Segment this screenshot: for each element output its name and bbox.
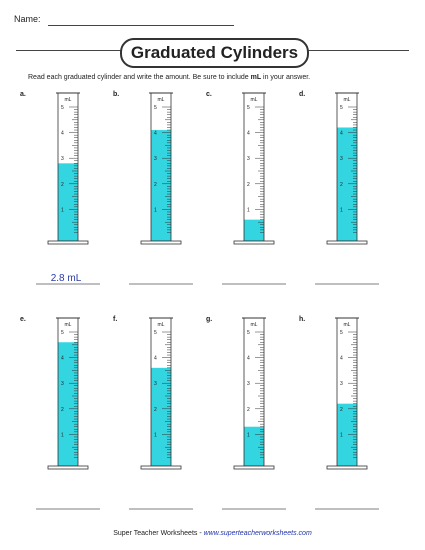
liquid bbox=[244, 426, 264, 466]
scale-label: 2 bbox=[61, 407, 64, 413]
liquid bbox=[151, 130, 171, 241]
name-answer-line[interactable] bbox=[48, 25, 234, 26]
scale-label: 4 bbox=[247, 356, 250, 362]
scale-label: 3 bbox=[61, 156, 64, 162]
scale-label: 1 bbox=[61, 207, 64, 213]
cylinder-base bbox=[140, 465, 182, 470]
scale-label: 1 bbox=[61, 432, 64, 438]
scale-label: 1 bbox=[247, 207, 250, 213]
scale-label: 5 bbox=[61, 330, 64, 336]
scale-label: 5 bbox=[247, 330, 250, 336]
scale-label: 5 bbox=[61, 105, 64, 111]
cylinder-5: e. mL5 4 3 2 1 bbox=[20, 316, 100, 510]
cylinder-letter: c. bbox=[206, 91, 212, 98]
tube-outline bbox=[243, 92, 265, 242]
scale-label: 2 bbox=[154, 407, 157, 413]
title-banner: Graduated Cylinders bbox=[120, 38, 309, 68]
liquid bbox=[151, 367, 171, 466]
cylinder-2: b. mL5 4 3 2 1 bbox=[113, 91, 193, 285]
cylinder-base bbox=[140, 240, 182, 245]
scale-label: 4 bbox=[154, 131, 157, 137]
scale-label: 3 bbox=[247, 156, 250, 162]
answer-text: 2.8 mL bbox=[51, 273, 82, 284]
scale-label: 4 bbox=[247, 131, 250, 137]
liquid bbox=[244, 219, 264, 241]
scale-label: 4 bbox=[61, 131, 64, 137]
scale-label: 4 bbox=[154, 356, 157, 362]
scale-label: 2 bbox=[61, 182, 64, 188]
scale-label: 4 bbox=[61, 356, 64, 362]
scale-label: 4 bbox=[340, 131, 343, 137]
cylinder-base bbox=[326, 240, 368, 245]
instructions-text-end: in your answer. bbox=[261, 74, 311, 81]
unit-label: mL bbox=[158, 97, 165, 103]
footer: Super Teacher Worksheets - www.superteac… bbox=[0, 530, 425, 537]
unit-label: mL bbox=[344, 97, 351, 103]
scale-label: 1 bbox=[247, 432, 250, 438]
unit-label: mL bbox=[65, 97, 72, 103]
cylinder-letter: b. bbox=[113, 91, 119, 98]
scale-label: 3 bbox=[154, 156, 157, 162]
cylinder-base bbox=[233, 240, 275, 245]
instructions: Read each graduated cylinder and write t… bbox=[28, 74, 310, 81]
cylinder-4: d. mL5 4 3 2 1 bbox=[299, 91, 379, 285]
scale-label: 2 bbox=[340, 407, 343, 413]
cylinder-letter: a. bbox=[20, 91, 26, 98]
scale-label: 2 bbox=[247, 182, 250, 188]
unit-label: mL bbox=[251, 322, 258, 328]
cylinder-1: a. mL5 4 3 2 1 2.8 mL bbox=[20, 91, 100, 285]
scale-label: 5 bbox=[154, 330, 157, 336]
instructions-text: Read each graduated cylinder and write t… bbox=[28, 74, 251, 81]
scale-label: 3 bbox=[154, 381, 157, 387]
liquid bbox=[58, 342, 78, 466]
unit-label: mL bbox=[251, 97, 258, 103]
scale-label: 1 bbox=[154, 207, 157, 213]
instructions-unit: mL bbox=[250, 74, 262, 81]
cylinder-letter: h. bbox=[299, 316, 305, 323]
cylinder-letter: d. bbox=[299, 91, 305, 98]
cylinder-letter: e. bbox=[20, 316, 26, 323]
cylinder-3: c. mL5 4 3 2 1 bbox=[206, 91, 286, 285]
scale-label: 3 bbox=[340, 381, 343, 387]
cylinder-8: h. mL5 4 3 2 1 bbox=[299, 316, 379, 510]
cylinder-letter: f. bbox=[113, 316, 117, 323]
footer-link[interactable]: www.superteacherworksheets.com bbox=[203, 530, 312, 537]
liquid bbox=[58, 163, 78, 241]
scale-label: 3 bbox=[247, 381, 250, 387]
scale-label: 5 bbox=[247, 105, 250, 111]
cylinder-letter: g. bbox=[206, 316, 212, 323]
scale-label: 3 bbox=[61, 381, 64, 387]
scale-label: 4 bbox=[340, 356, 343, 362]
scale-label: 5 bbox=[340, 105, 343, 111]
cylinder-base bbox=[47, 465, 89, 470]
scale-label: 5 bbox=[340, 330, 343, 336]
scale-label: 5 bbox=[154, 105, 157, 111]
page-title: Graduated Cylinders bbox=[130, 43, 299, 62]
cylinder-base bbox=[326, 465, 368, 470]
scale-label: 1 bbox=[340, 207, 343, 213]
name-label: Name: bbox=[14, 14, 41, 24]
scale-label: 2 bbox=[247, 407, 250, 413]
cylinder-6: f. mL5 4 3 2 1 bbox=[113, 316, 193, 510]
unit-label: mL bbox=[158, 322, 165, 328]
scale-label: 3 bbox=[340, 156, 343, 162]
scale-label: 1 bbox=[340, 432, 343, 438]
unit-label: mL bbox=[344, 322, 351, 328]
liquid bbox=[337, 403, 357, 466]
scale-label: 1 bbox=[154, 432, 157, 438]
scale-label: 2 bbox=[340, 182, 343, 188]
scale-label: 2 bbox=[154, 182, 157, 188]
unit-label: mL bbox=[65, 322, 72, 328]
liquid bbox=[337, 127, 357, 241]
footer-text: Super Teacher Worksheets - bbox=[113, 530, 204, 537]
cylinder-7: g. mL5 4 3 2 1 bbox=[206, 316, 286, 510]
cylinder-base bbox=[233, 465, 275, 470]
cylinder-base bbox=[47, 240, 89, 245]
